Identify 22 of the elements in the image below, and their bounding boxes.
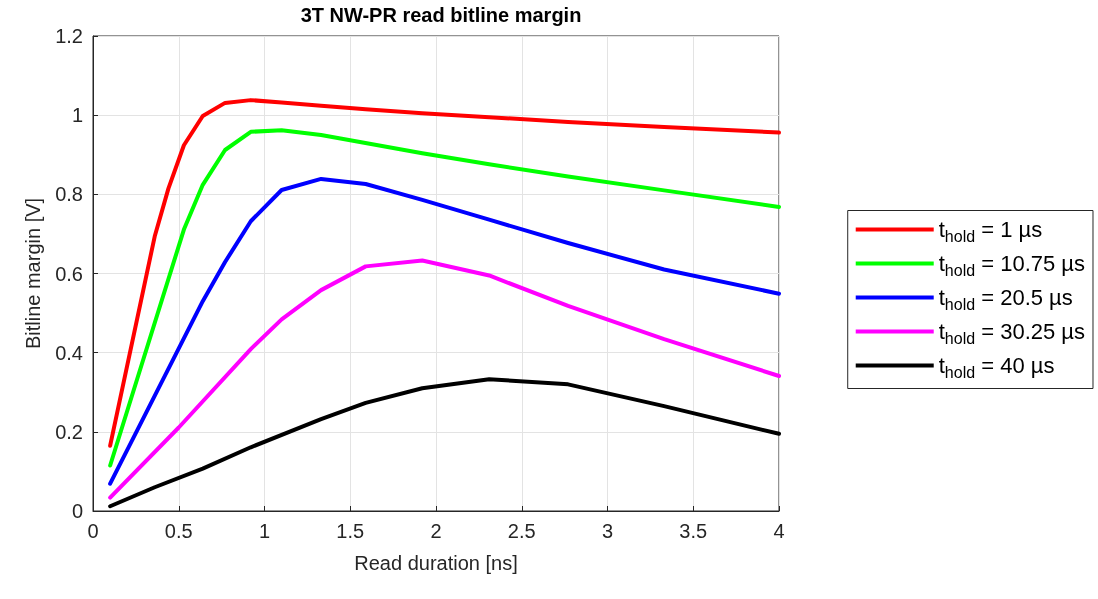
x-tick-label: 1 — [258, 520, 271, 542]
x-tick-label: 3.5 — [679, 520, 708, 542]
y-tick-label: 0.8 — [55, 183, 83, 206]
x-tick-label: 0 — [87, 520, 99, 542]
x-axis-title: Read duration [ns] — [354, 552, 518, 574]
line-series — [108, 258, 781, 500]
y-tick-label: 0.2 — [55, 420, 83, 443]
x-tick-label: 4 — [773, 520, 785, 542]
chart-title: 3T NW-PR read bitline margin — [300, 4, 582, 26]
x-tick-label: 1.5 — [336, 520, 365, 542]
line-series — [108, 377, 781, 509]
y-axis-title: Bitline margin [V] — [22, 197, 44, 350]
line-series — [108, 176, 781, 486]
x-tick-label: 2.5 — [507, 520, 536, 542]
x-tick-label: 2 — [430, 520, 442, 542]
y-tick-label: 0.6 — [55, 262, 83, 285]
y-tick-label: 1.2 — [55, 25, 83, 47]
y-tick-label: 1 — [71, 104, 83, 127]
y-tick-label: 0 — [71, 500, 83, 522]
y-tick-label: 0.4 — [55, 341, 83, 364]
x-tick-label: 3 — [601, 520, 614, 542]
x-tick-label: 0.5 — [164, 520, 193, 542]
